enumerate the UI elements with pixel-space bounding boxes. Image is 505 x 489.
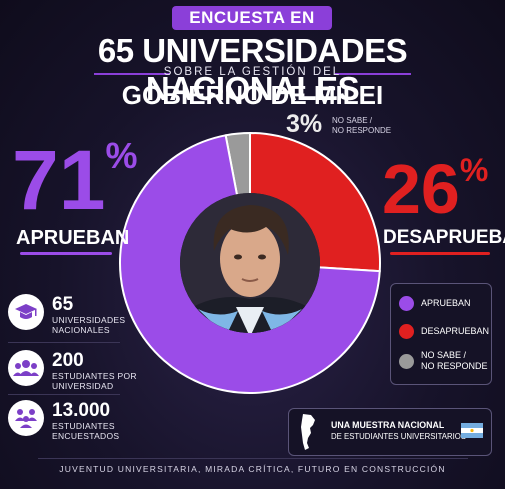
sample-text: UNA MUESTRA NACIONAL DE ESTUDIANTES UNIV… (331, 419, 466, 443)
disapprove-percentage: 26% (382, 154, 488, 224)
page-title: 65 UNIVERSIDADES NACIONALES (97, 32, 408, 107)
stat-label: ESTUDIANTES ENCUESTADOS (52, 421, 142, 441)
disapprove-percent-sign: % (459, 152, 489, 188)
legend: APRUEBAN DESAPRUEBAN NO SABE / NO RESPOND… (390, 283, 492, 385)
stat-number: 13.000 (52, 400, 111, 421)
donut-chart (119, 131, 381, 394)
graduation-cap-icon (8, 294, 44, 330)
survey-badge-text: ENCUESTA EN (189, 8, 315, 27)
legend-item-approve: APRUEBAN (399, 296, 471, 311)
nsnc-label-1: NO SABE / (332, 116, 373, 125)
legend-label: DESAPRUEBAN (421, 326, 490, 336)
footer-divider (38, 458, 468, 459)
disapprove-underline (390, 252, 490, 255)
footer-text: JUVENTUD UNIVERSITARIA, MIRADA CRÍTICA, … (59, 464, 446, 474)
nsnc-label: NO SABE / NO RESPONDE (332, 116, 391, 136)
stat-label: UNIVERSIDADES NACIONALES (52, 315, 142, 335)
stat-number: 65 (52, 294, 74, 315)
stat-label-1: ESTUDIANTES (52, 421, 115, 431)
stat-label-1: UNIVERSIDADES (52, 315, 126, 325)
sample-text-2: DE ESTUDIANTES UNIVERSITARIOS (331, 432, 467, 441)
stat-divider (8, 394, 120, 395)
legend-label: NO SABE / NO RESPONDE (421, 350, 488, 372)
legend-item-disapprove: DESAPRUEBAN (399, 324, 489, 339)
approve-percentage: 71% (12, 135, 138, 223)
disapprove-number: 26 (382, 150, 460, 228)
sample-text-1: UNA MUESTRA NACIONAL (331, 420, 445, 430)
subtitle: SOBRE LA GESTIÓN DEL (163, 66, 342, 78)
approve-percent-sign: % (105, 135, 138, 176)
legend-label: APRUEBAN (421, 298, 471, 308)
legend-swatch (399, 353, 414, 369)
legend-label-2: NO RESPONDE (421, 361, 488, 371)
survey-badge: ENCUESTA EN (172, 6, 332, 30)
legend-label-1: NO SABE / (421, 350, 467, 360)
sample-box: UNA MUESTRA NACIONAL DE ESTUDIANTES UNIV… (288, 408, 492, 456)
stat-label: ESTUDIANTES POR UNIVERSIDAD (52, 371, 142, 391)
subtitle-line-left (94, 73, 170, 75)
argentina-flag-icon (461, 423, 483, 438)
stat-number: 200 (52, 350, 84, 371)
approve-number: 71 (12, 133, 106, 227)
legend-item-nsnc: NO SABE / NO RESPONDE (399, 350, 488, 372)
stat-divider (8, 342, 120, 343)
nsnc-label-2: NO RESPONDE (332, 126, 392, 135)
subtitle-line-right (335, 73, 411, 75)
approve-underline (20, 252, 112, 255)
students-icon (8, 350, 44, 386)
legend-swatch (399, 324, 414, 339)
stat-label-2: NACIONALES (52, 325, 110, 335)
stat-label-2: UNIVERSIDAD (52, 381, 114, 391)
stat-label-1: ESTUDIANTES POR (52, 371, 137, 381)
nsnc-percentage: 3% (286, 110, 323, 138)
group-icon (8, 400, 44, 436)
page-title-2: GOBIERNO DE MILEI (121, 80, 384, 110)
argentina-map-icon (301, 414, 315, 450)
portrait (180, 193, 320, 333)
disapprove-label: DESAPRUEBAN (383, 227, 505, 248)
stat-label-2: ENCUESTADOS (52, 431, 120, 441)
legend-swatch (399, 296, 414, 311)
approve-label: APRUEBAN (16, 227, 130, 249)
